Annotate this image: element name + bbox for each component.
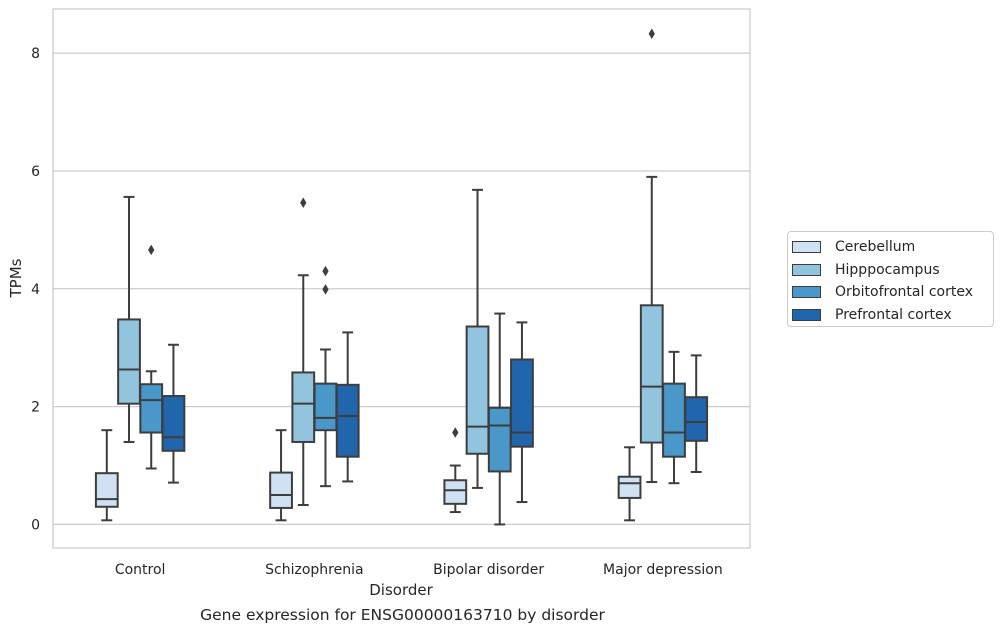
box-hipppocampus [639,28,664,484]
y-tick-label: 2 [31,400,40,416]
box-hipppocampus [291,197,316,506]
x-tick-label: Control [115,562,166,578]
legend-label: Orbitofrontal cortex [835,284,973,301]
legend-label: Prefrontal cortex [835,306,952,323]
outlier-point [148,244,155,256]
figure-caption: Gene expression for ENSG00000163710 by d… [200,606,605,624]
legend-item: Orbitofrontal cortex [792,281,993,304]
box-prefrontal-cortex [161,343,186,484]
x-tick-labels: Control Schizophrenia Bipolar disorder Majo… [115,562,723,578]
box-orbitofrontal-cortex [662,350,686,485]
legend-label: Hipppocampus [835,261,940,278]
box-body [161,395,186,452]
box-body [684,396,709,442]
box-body [313,382,338,432]
boxplot-group [94,28,709,526]
outlier-point [452,427,459,438]
outlier-point [648,28,655,39]
box-body [639,304,664,444]
box-cerebellum [443,427,468,514]
outlier-point [322,265,329,277]
x-tick-label: Bipolar disorder [433,562,544,578]
box-body [617,475,642,499]
y-tick-labels: 0 2 4 6 8 [31,46,40,533]
legend: Cerebellum Hipppocampus Orbitofrontal cort… [787,231,994,327]
box-hipppocampus [465,188,490,489]
y-axis-label: TPMs [7,258,25,298]
x-tick-label: Major depression [603,562,723,578]
box-body [465,325,490,455]
box-body [291,371,316,443]
box-body [443,479,468,505]
box-cerebellum [617,446,642,522]
legend-swatch [792,286,821,299]
box-body [335,383,360,458]
plot-area [52,8,751,549]
box-prefrontal-cortex [335,331,360,483]
x-axis-label: Disorder [369,581,433,599]
outlier-point [300,197,307,209]
box-body [94,472,119,508]
legend-item: Prefrontal cortex [792,304,993,327]
y-tick-label: 8 [31,46,40,62]
legend-label: Cerebellum [835,239,916,256]
legend-item: Cerebellum [792,236,993,259]
outlier-point [322,284,329,295]
box-cerebellum [94,429,119,522]
x-tick-label: Schizophrenia [265,562,363,578]
box-cerebellum [269,429,293,522]
y-tick-label: 4 [31,282,40,298]
box-body [510,358,534,448]
y-tick-label: 6 [31,164,40,180]
box-hipppocampus [117,195,141,443]
box-body [139,383,164,434]
legend-swatch [792,263,821,276]
y-tick-label: 0 [31,517,40,533]
legend-swatch [792,241,821,254]
box-orbitofrontal-cortex [487,312,512,526]
box-body [269,471,293,509]
box-body [662,382,686,458]
box-body [487,406,512,473]
box-prefrontal-cortex [684,354,709,474]
legend-swatch [792,308,821,321]
box-prefrontal-cortex [510,321,534,504]
legend-item: Hipppocampus [792,259,993,282]
box-body [117,318,141,405]
